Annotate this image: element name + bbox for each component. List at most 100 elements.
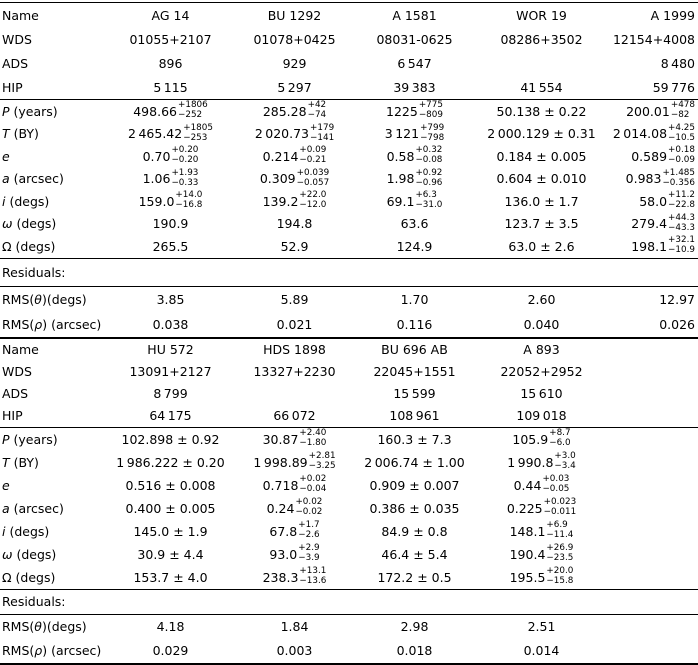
value-cell: 0.386 ± 0.035 [369,500,460,516]
row-label: Ω (degs) [0,570,108,585]
row-label: HIP [0,80,108,95]
value-cell: 0.604 ± 0.010 [496,171,587,187]
value-cell: 2 014.08 +4.25 −10.5 [610,123,698,144]
value-cell: 0.909 ± 0.007 [369,477,460,493]
value-cell: WOR 19 [516,7,567,23]
table-row: Ω (degs) 265.5 52.9 124.9 63.0 ± 2.6 198.1 +32… [0,235,698,258]
label-text: ) (arcsec) [42,316,102,332]
uncertainty-stack: +179 −141 [310,123,335,144]
value-cell: 52.9 [280,238,309,254]
value-with-uncertainty: 1.06 +1.93 −0.33 [142,168,199,189]
value-cell: 1 986.222 ± 0.20 [116,454,225,470]
top-rule [0,2,698,3]
value-with-uncertainty: 0.718 +0.02 −0.04 [263,474,327,495]
value-cell: 108 961 [389,408,440,423]
central-value: 195.5 [509,569,546,585]
central-value: 0.983 [625,171,662,187]
label-text: (years) [9,103,58,119]
row-label: HIP [0,408,108,423]
value-cell: 285.28 +42 −74 [233,101,356,121]
value-with-uncertainty: 30.87 +2.40 −1.80 [263,428,327,449]
value-cell: 0.014 [523,643,560,658]
value-cell: 0.983 +1.485 −0.356 [610,167,698,189]
label-text: ADS [2,386,29,401]
value-cell: 0.58 +0.32 −0.08 [356,146,473,166]
table-row: Ω (degs) 153.7 ± 4.0 238.3 +13.1 −13.6 172.2 … [0,566,698,589]
value-cell: 2.98 [400,619,429,634]
lower-error: −0.08 [415,155,443,166]
label-text: )(degs) [41,619,87,634]
lower-error: −809 [418,110,443,121]
central-value: 69.1 [386,193,415,209]
table-row: Name AG 14 BU 1292 A 1581 WOR 19 A 1999 [0,3,698,27]
math-symbol: e [2,148,10,164]
lower-error: −0.356 [662,177,695,188]
uncertainty-stack: +2.9 −3.9 [298,543,319,564]
value-cell: 2 006.74 ± 1.00 [364,454,465,470]
table-row: T (BY) 2 465.42 +1805 −253 2 020.73 +179 −141 3… [0,123,698,146]
value-cell: 0.44 +0.03 −0.05 [473,474,610,495]
value-cell: 194.8 [276,216,313,232]
bottom-rule [0,336,698,339]
upper-error: +0.32 [415,145,443,156]
value-cell: 195.5 +20.0 −15.8 [473,566,610,587]
value-with-uncertainty: 238.3 +13.1 −13.6 [263,566,327,587]
central-value: 1.06 [142,171,171,187]
label-text: Name [2,7,39,23]
lower-error: −0.057 [296,177,330,188]
row-label: ADS [0,56,108,71]
upper-error: +799 [420,122,445,133]
lower-error: −6.0 [549,438,571,448]
value-cell: 0.70 +0.20 −0.20 [108,146,233,166]
row-label: e [0,478,108,493]
uncertainty-stack: +2.40 −1.80 [299,428,326,449]
upper-error: +0.20 [171,145,199,156]
central-value: 93.0 [269,546,298,562]
value-cell: 63.0 ± 2.6 [508,238,575,254]
row-label: Name [0,8,108,23]
value-cell: 0.589 +0.18 −0.09 [610,146,698,166]
central-value: 1.98 [386,171,415,187]
central-value: 2 014.08 [612,126,668,142]
table-row: HIP 64 175 66 072 108 961 109 018 [0,405,698,427]
value-cell: 8 799 [153,386,188,401]
upper-error: +0.09 [299,145,327,156]
value-cell: 22045+1551 [373,364,456,379]
value-cell: 0.516 ± 0.008 [125,477,216,493]
math-symbol: P [2,431,10,447]
math-symbol: e [2,477,10,493]
upper-error: +0.02 [295,497,323,508]
table-row: RMS(θ)(degs) 4.18 1.84 2.98 2.51 [0,615,698,639]
value-cell: 153.7 ± 4.0 [133,569,208,585]
uncertainty-stack: +22.0 −12.0 [299,191,326,211]
central-value: 0.58 [386,148,415,164]
lower-error: −2.6 [298,530,320,540]
section-rule [0,257,698,259]
value-with-uncertainty: 58.0 +11.2 −22.8 [639,191,695,211]
label-text: (BY) [9,454,39,470]
uncertainty-stack: +1.93 −0.33 [171,168,198,189]
table-row: i (degs) 159.0 +14.0 −16.8 139.2 +22.0 −12.0 69… [0,190,698,213]
row-label: RMS(θ)(degs) [0,619,108,634]
lower-error: −141 [310,132,335,143]
uncertainty-stack: +44.3 −43.3 [668,213,695,234]
label-text: ) (arcsec) [42,643,102,658]
value-cell: 63.6 [400,216,429,232]
value-with-uncertainty: 0.309 +0.039 −0.057 [260,168,330,189]
value-with-uncertainty: 2 465.42 +1805 −253 [128,123,213,144]
lower-error: −0.09 [668,155,695,166]
upper-error: +32.1 [668,235,695,246]
central-value: 67.8 [269,523,298,539]
value-cell: 0.021 [276,316,313,332]
upper-error: +22.0 [299,190,327,201]
value-cell: 3.85 [156,291,185,307]
lower-error: −798 [420,132,445,143]
value-with-uncertainty: 1 998.89 +2.81 −3.25 [253,451,335,472]
value-cell: 279.4 +44.3 −43.3 [610,213,698,234]
value-with-uncertainty: 0.589 +0.18 −0.09 [631,146,695,166]
lower-error: −0.20 [171,155,199,166]
upper-error: +1.485 [662,167,695,178]
uncertainty-stack: +1.7 −2.6 [298,520,320,541]
uncertainty-stack: +1806 −252 [178,101,208,121]
label-text: HIP [2,408,23,423]
